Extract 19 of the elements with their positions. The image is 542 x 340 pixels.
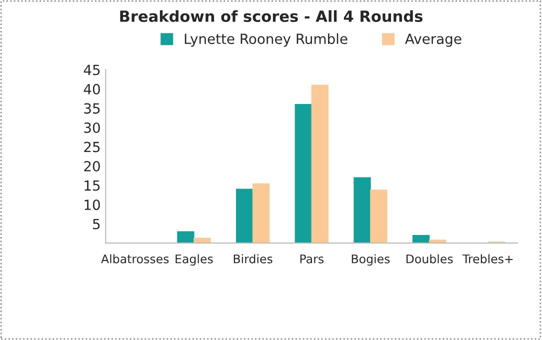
x-tick-label: Eagles xyxy=(176,254,213,266)
x-tick-label: Pars xyxy=(300,254,324,264)
y-tick-label: 45 xyxy=(84,64,100,76)
x-tick-label: Trebles+ xyxy=(462,254,513,264)
y-tick-label: 10 xyxy=(84,200,100,210)
y-tick-label: 15 xyxy=(84,180,100,191)
legend-label: Lynette Rooney Rumble xyxy=(184,33,348,47)
x-tick-label: Bogies xyxy=(352,254,390,266)
y-tick-label: 35 xyxy=(84,103,100,114)
y-tick-label: 30 xyxy=(84,122,100,133)
chart-title: Breakdown of scores - All 4 Rounds xyxy=(120,10,422,22)
y-tick-label: 20 xyxy=(84,161,100,172)
legend-label: Average xyxy=(405,34,462,47)
x-tick-label: Albatrosses xyxy=(101,254,169,264)
y-tick-label: 25 xyxy=(84,142,100,152)
y-tick-label: 40 xyxy=(84,84,100,94)
x-tick-label: Doubles xyxy=(406,254,453,264)
y-tick-label: 5 xyxy=(93,218,100,230)
x-tick-label: Birdies xyxy=(234,254,272,264)
